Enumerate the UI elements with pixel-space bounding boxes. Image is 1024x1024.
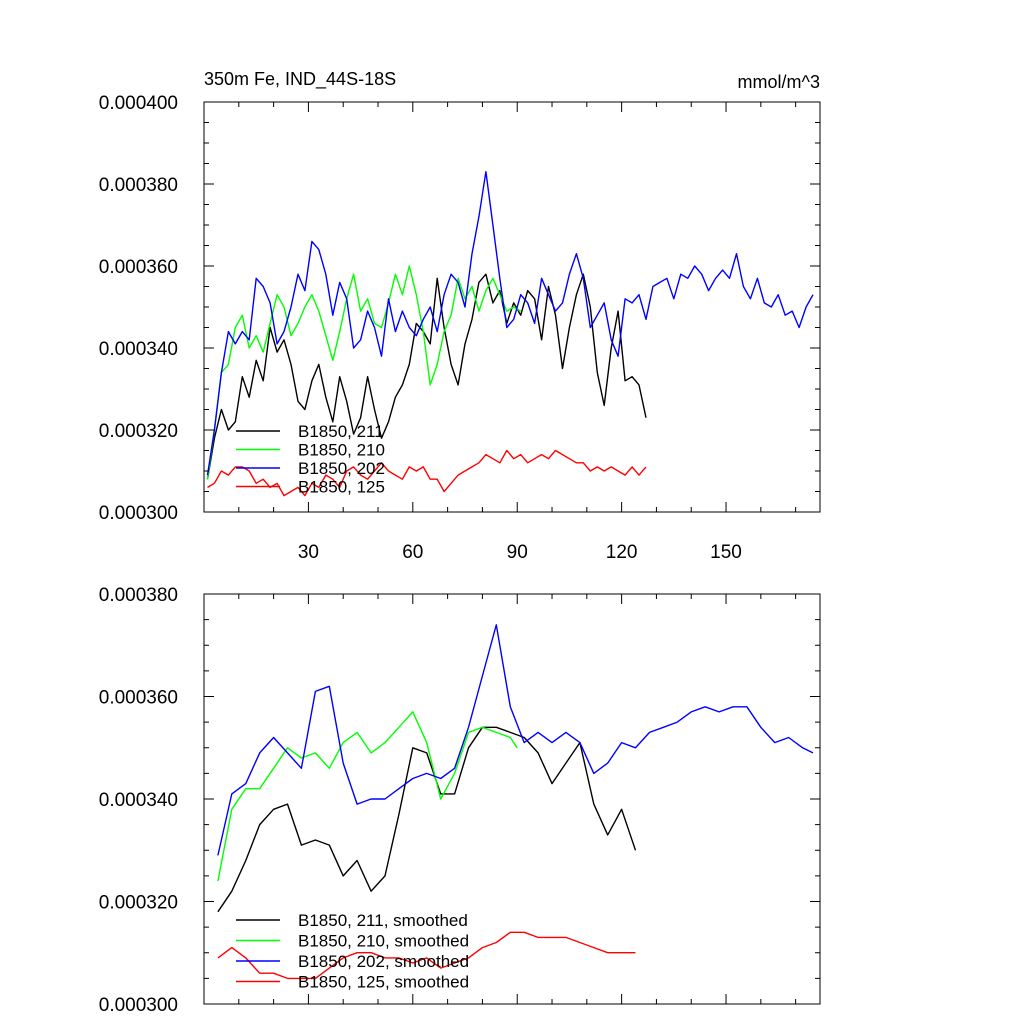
legend-label: B1850, 202 <box>298 459 385 478</box>
y-tick-label: 0.000400 <box>99 93 178 114</box>
series-group <box>206 170 814 497</box>
legend-label: B1850, 125, smoothed <box>298 973 469 992</box>
legend-label: B1850, 211 <box>298 422 384 441</box>
chart-title: 350m Fe, IND_44S-18S <box>204 69 396 90</box>
y-tick-label: 0.000300 <box>99 995 178 1016</box>
series-line-b1850-125-smoothed <box>217 931 636 980</box>
x-tick-label: 150 <box>710 542 742 563</box>
y-tick-label: 0.000360 <box>99 688 178 709</box>
series-line-b1850-202-smoothed <box>217 624 814 856</box>
y-tick-label: 0.000340 <box>99 339 178 360</box>
series-line-b1850-202 <box>206 170 814 476</box>
legend-label: B1850, 202, smoothed <box>298 952 469 971</box>
y-tick-label: 0.000320 <box>99 421 178 442</box>
series-line-b1850-125 <box>207 449 647 497</box>
series-line-b1850-210-smoothed <box>217 711 518 882</box>
series-line-b1850-210 <box>206 265 522 480</box>
y-tick-label: 0.000300 <box>99 503 178 524</box>
legend-label: B1850, 125 <box>298 478 385 497</box>
legend-label: B1850, 211, smoothed <box>298 911 468 930</box>
y-tick-label: 0.000320 <box>99 893 178 914</box>
y-tick-label: 0.000340 <box>99 790 178 811</box>
legend-label: B1850, 210, smoothed <box>298 932 469 951</box>
series-line-b1850-211-smoothed <box>217 726 637 913</box>
units-label: mmol/m^3 <box>738 72 820 92</box>
x-tick-label: 90 <box>507 542 528 563</box>
series-group <box>217 624 814 980</box>
x-tick-label: 120 <box>606 542 638 563</box>
series-line-b1850-211 <box>206 273 647 480</box>
y-tick-label: 0.000380 <box>99 585 178 606</box>
y-tick-label: 0.000380 <box>99 175 178 196</box>
x-tick-label: 30 <box>298 542 319 563</box>
legend-label: B1850, 210 <box>298 441 385 460</box>
bottom-panel: 0.000300 0.000320 0.000340 0.000360 0.000380… <box>99 585 821 1016</box>
x-tick-label: 60 <box>402 542 423 563</box>
top-panel: 0.000300 0.000320 0.000340 0.000360 0.000380… <box>99 69 821 563</box>
plot-frame <box>203 593 821 1005</box>
y-tick-label: 0.000360 <box>99 257 178 278</box>
